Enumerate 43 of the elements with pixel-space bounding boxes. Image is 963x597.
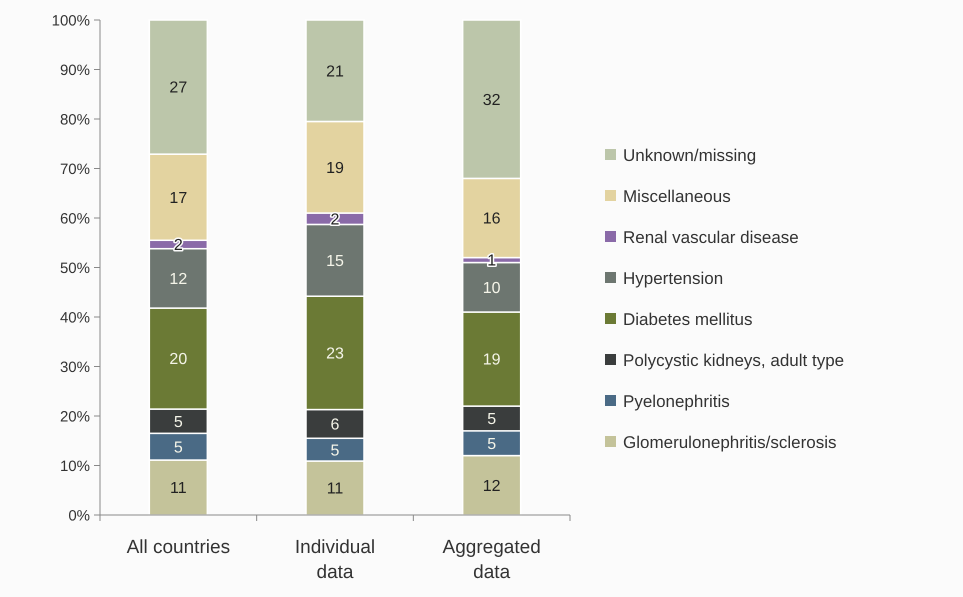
x-tick-label: Individual data: [294, 537, 376, 583]
legend-label: Unknown/missing: [623, 146, 756, 165]
legend-label: Polycystic kidneys, adult type: [623, 350, 844, 370]
data-label: 12: [482, 478, 501, 495]
legend-label: Renal vascular disease: [623, 228, 799, 247]
data-label: 10: [482, 280, 501, 297]
data-label: 15: [326, 252, 344, 270]
data-label: 20: [169, 351, 188, 368]
data-label: 5: [487, 436, 496, 453]
legend-label: Pyelonephritis: [623, 392, 730, 411]
data-label: 11: [326, 480, 344, 498]
y-tick-label: 60%: [60, 210, 90, 228]
data-label: 19: [482, 352, 501, 369]
data-label: 12: [169, 270, 188, 288]
data-label: 17: [169, 190, 188, 207]
legend-label: Hypertension: [623, 268, 724, 288]
y-tick-label: 0%: [68, 507, 90, 524]
data-label: 5: [174, 414, 183, 431]
y-tick-label: 20%: [60, 408, 90, 426]
y-tick-label: 90%: [60, 62, 90, 79]
data-label: 16: [482, 210, 501, 228]
data-label: 32: [482, 92, 501, 109]
y-tick-label: 100%: [52, 12, 90, 30]
y-tick-label: 50%: [60, 260, 90, 277]
x-tick-label: Aggregated data: [442, 537, 541, 583]
data-label: 5: [330, 442, 340, 460]
data-label: 5: [174, 439, 183, 456]
legend-label: Diabetes mellitus: [623, 310, 752, 329]
data-label: 6: [330, 416, 340, 434]
x-tick-label: All countries: [126, 537, 230, 558]
data-label: 11: [170, 480, 187, 498]
y-tick-label: 10%: [60, 458, 90, 475]
legend-label: Miscellaneous: [623, 186, 731, 206]
y-tick-label: 40%: [60, 309, 90, 326]
data-label: 21: [326, 63, 344, 80]
data-label: 23: [326, 345, 344, 362]
y-tick-label: 30%: [60, 358, 90, 376]
legend-label: Glomerulonephritis/sclerosis: [623, 432, 837, 452]
data-label: 27: [169, 80, 188, 97]
data-label: 5: [487, 411, 496, 428]
y-tick-label: 70%: [60, 160, 90, 178]
y-tick-label: 80%: [60, 111, 90, 128]
data-label: 19: [326, 160, 344, 177]
